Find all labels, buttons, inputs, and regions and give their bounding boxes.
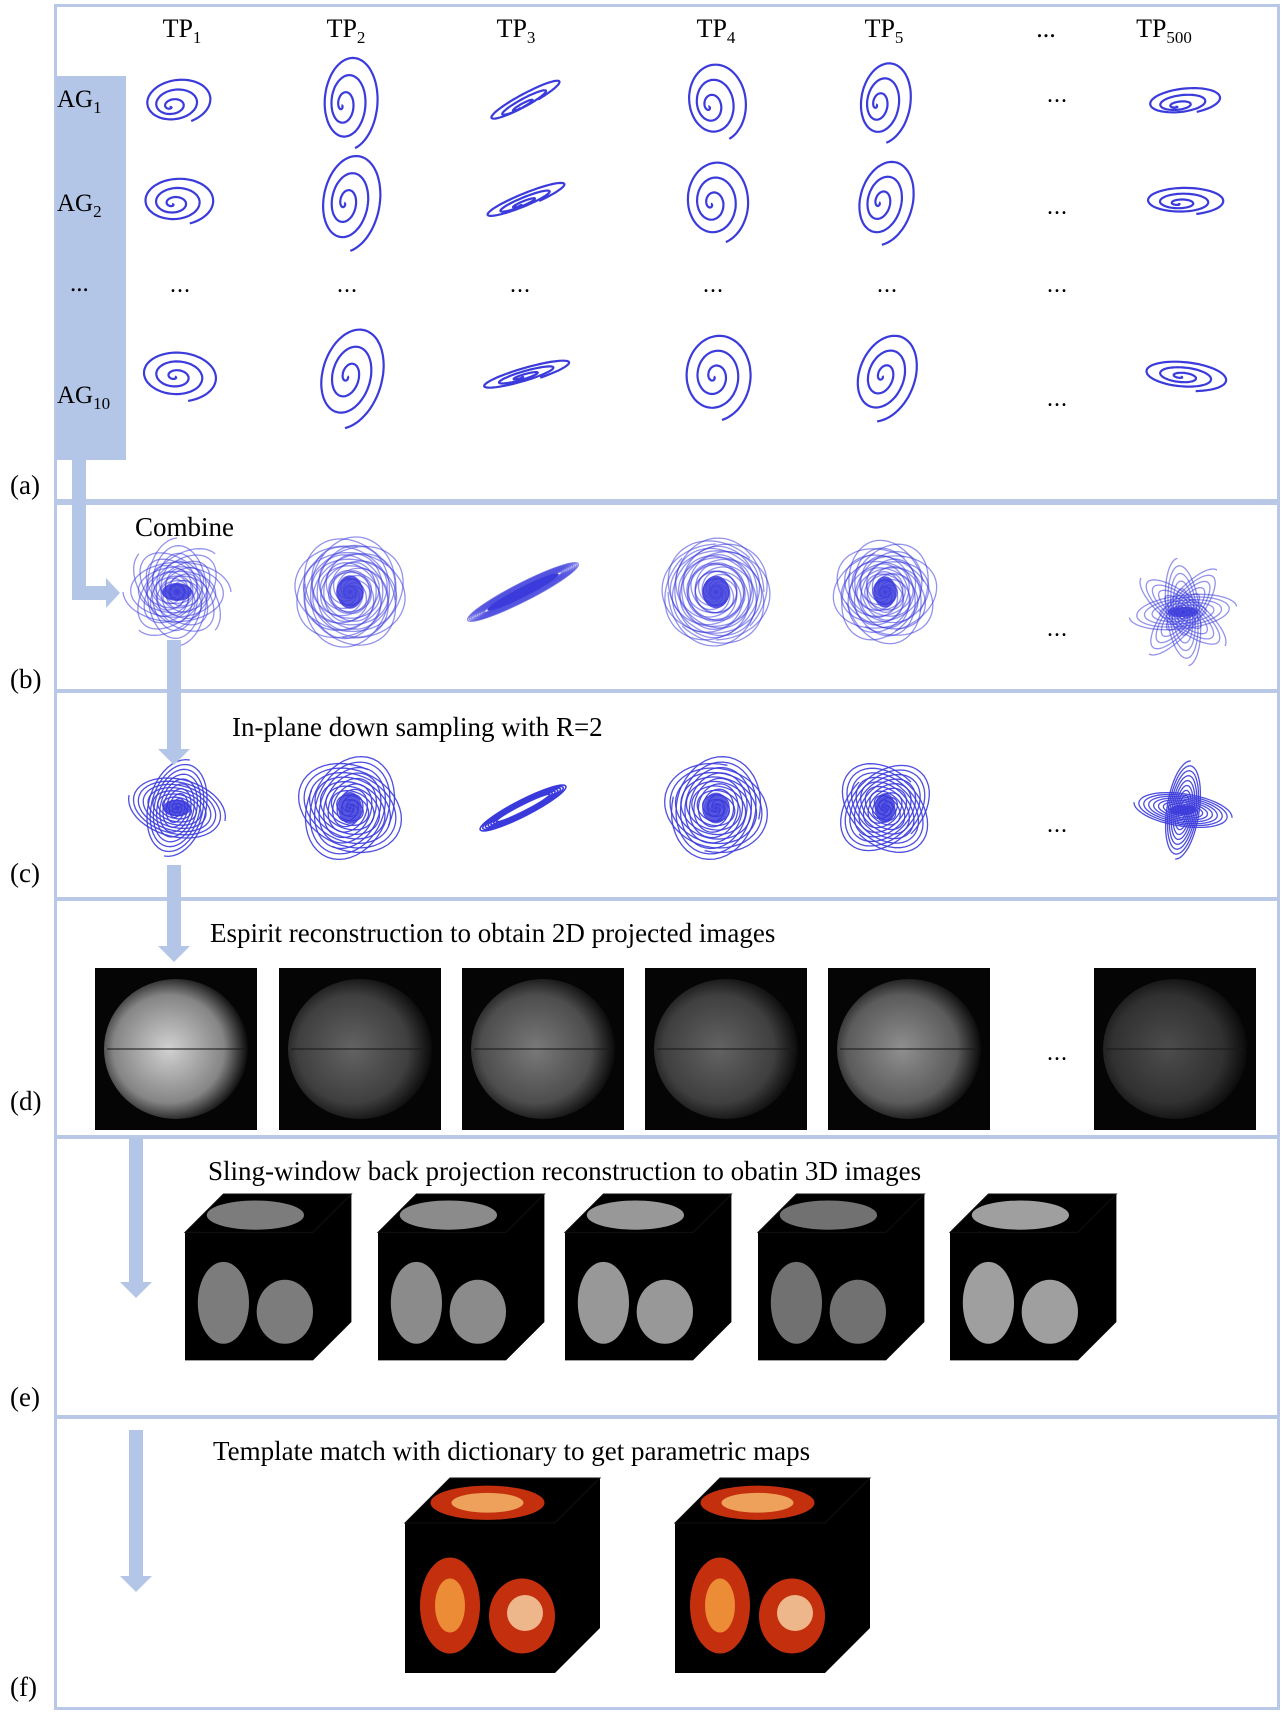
projected-image-6 bbox=[1094, 968, 1256, 1130]
spiral-ag2-tp6 bbox=[1147, 186, 1225, 216]
panel-label-a: (a) bbox=[10, 470, 40, 500]
tp-header-500: TP500 bbox=[1136, 14, 1192, 48]
ellipsis-row3-c3: ... bbox=[510, 272, 531, 298]
cube-2 bbox=[376, 1193, 546, 1361]
map-cube-1 bbox=[403, 1477, 602, 1673]
spiral-ag1-tp1 bbox=[146, 78, 212, 123]
cube-3 bbox=[563, 1193, 733, 1361]
downsampled-tp5 bbox=[840, 763, 930, 853]
tp-header-1: TP1 bbox=[162, 14, 202, 48]
projected-image-2 bbox=[279, 968, 441, 1130]
downsampled-tp3 bbox=[479, 784, 567, 832]
projected-image-3 bbox=[462, 968, 624, 1130]
caption-espirit: Espirit reconstruction to obtain 2D proj… bbox=[210, 918, 776, 948]
downsampled-trajectories bbox=[127, 755, 1233, 861]
ellipsis-ag1: ... bbox=[1047, 82, 1068, 108]
spiral-ag2-tp4 bbox=[686, 161, 750, 244]
caption-combine: Combine bbox=[135, 512, 234, 542]
ellipsis-row3-c4: ... bbox=[703, 272, 724, 298]
caption-template-match: Template match with dictionary to get pa… bbox=[213, 1436, 811, 1466]
ellipsis-ag10: ... bbox=[1047, 386, 1068, 412]
ag-header-2: AG2 bbox=[57, 190, 102, 221]
ag-bar bbox=[56, 76, 126, 460]
ellipsis-downsampled: ... bbox=[1047, 812, 1068, 838]
ellipsis-row3-c5: ... bbox=[877, 272, 898, 298]
caption-downsampling: In-plane down sampling with R=2 bbox=[232, 712, 603, 742]
panel-f bbox=[54, 1416, 1280, 1710]
spiral-ag10-tp6 bbox=[1145, 360, 1228, 393]
spiral-ag2-tp1 bbox=[144, 177, 215, 225]
panel-a bbox=[54, 4, 1280, 502]
ellipsis-row3-c1: ... bbox=[170, 272, 191, 298]
cube-5 bbox=[948, 1193, 1118, 1361]
panel-label-b: (b) bbox=[10, 664, 42, 694]
combined-tp5 bbox=[832, 539, 938, 645]
ag-header-10: AG10 bbox=[57, 382, 111, 413]
panel-label-c: (c) bbox=[10, 858, 40, 888]
combined-tp3 bbox=[466, 562, 580, 622]
panel-label-f: (f) bbox=[10, 1672, 37, 1702]
spiral-ag1-tp6 bbox=[1149, 87, 1222, 114]
spiral-ag1-tp5 bbox=[859, 62, 912, 144]
ag-header-1: AG1 bbox=[57, 86, 102, 117]
projected-image-1 bbox=[95, 968, 257, 1130]
spiral-ag1-tp3 bbox=[490, 79, 561, 120]
tp-header-3: TP3 bbox=[496, 14, 536, 48]
trajectory-grid bbox=[142, 56, 1228, 430]
downsampled-tp4 bbox=[664, 756, 768, 860]
cube-1 bbox=[183, 1193, 353, 1361]
tp-header-4: TP4 bbox=[696, 14, 736, 48]
spiral-ag1-tp4 bbox=[687, 63, 748, 140]
combined-tp6 bbox=[1128, 557, 1238, 667]
ellipsis-row3-c6: ... bbox=[1047, 272, 1068, 298]
spiral-ag10-tp5 bbox=[856, 334, 918, 423]
spiral-ag10-tp3 bbox=[483, 359, 571, 389]
ellipsis-projected: ... bbox=[1047, 1040, 1068, 1066]
combined-tp2 bbox=[294, 536, 406, 648]
spiral-ag10-tp1 bbox=[142, 351, 217, 402]
tp-header-5: TP5 bbox=[864, 14, 904, 48]
panel-label-d: (d) bbox=[10, 1086, 42, 1116]
ellipsis-combined: ... bbox=[1047, 616, 1068, 642]
spiral-ag1-tp2 bbox=[323, 56, 379, 150]
projected-image-4 bbox=[645, 968, 807, 1130]
panel-label-e: (e) bbox=[10, 1382, 40, 1412]
combined-tp1 bbox=[122, 537, 232, 647]
ag-header-ellipsis: ... bbox=[70, 270, 89, 297]
spiral-ag10-tp2 bbox=[320, 328, 385, 430]
3d-image-cubes bbox=[183, 1193, 1118, 1361]
map-cube-2 bbox=[673, 1477, 872, 1673]
downsampled-tp2 bbox=[297, 755, 403, 861]
downsampled-tp1 bbox=[127, 758, 227, 858]
projected-image-5 bbox=[828, 968, 990, 1130]
cube-4 bbox=[756, 1193, 926, 1361]
tp-header-ellipsis: ... bbox=[1036, 14, 1056, 43]
combined-tp4 bbox=[661, 537, 771, 647]
spiral-ag2-tp2 bbox=[321, 155, 382, 252]
downsampled-tp6 bbox=[1133, 760, 1233, 860]
ellipsis-row3-c2: ... bbox=[337, 272, 358, 298]
combined-trajectories bbox=[122, 536, 1238, 667]
spiral-ag2-tp3 bbox=[486, 181, 566, 217]
spiral-ag10-tp4 bbox=[685, 334, 752, 422]
projected-images bbox=[95, 968, 1256, 1130]
caption-backprojection: Sling-window back projection reconstruct… bbox=[208, 1156, 922, 1186]
parametric-map-cubes bbox=[403, 1477, 872, 1673]
tp-header-2: TP2 bbox=[326, 14, 366, 48]
spiral-ag2-tp5 bbox=[858, 160, 915, 246]
ellipsis-ag2: ... bbox=[1047, 194, 1068, 220]
